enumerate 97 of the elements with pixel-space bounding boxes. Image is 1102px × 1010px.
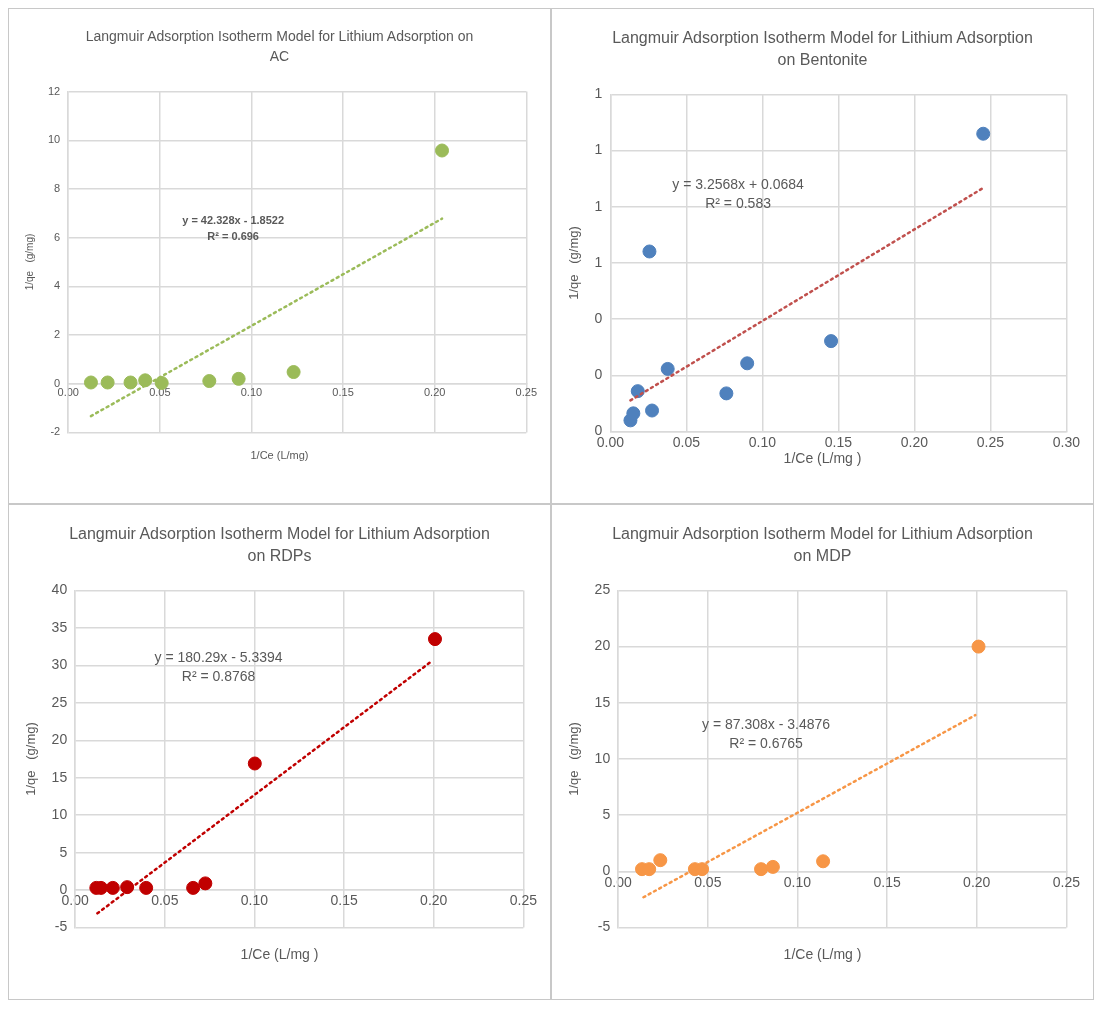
chart-title: Langmuir Adsorption Isotherm Model for Lithium Adsorption on MDP [611, 524, 1034, 567]
x-tick-label: 0.25 [515, 386, 537, 399]
x-tick-label: 0.15 [824, 433, 852, 450]
x-tick-label: 0.30 [1052, 433, 1080, 450]
annotation: y = 87.308x - 3.4876 [701, 715, 830, 732]
x-axis-title: 1/Ce (L/mg ) [783, 449, 862, 466]
point [185, 880, 200, 895]
point [119, 879, 134, 894]
annotation: R² = 0.696 [206, 230, 259, 243]
y-axis-title: 1/qe (g/mg) [565, 225, 581, 300]
y-tick-label: 15 [51, 768, 67, 785]
point [105, 880, 120, 895]
annotation: y = 180.29x - 5.3394 [154, 648, 283, 665]
y-tick-label: 0 [594, 366, 603, 383]
y-tick-label: 0 [53, 376, 60, 389]
y-tick-label: 4 [53, 279, 60, 292]
x-tick-label: 0.25 [976, 433, 1004, 450]
y-tick-label: 20 [594, 637, 610, 654]
point [815, 854, 830, 869]
y-tick-label: 1 [594, 253, 603, 270]
point [286, 365, 301, 380]
point [247, 756, 262, 771]
x-tick-label: 0.10 [748, 433, 776, 450]
y-tick-label: 6 [53, 230, 60, 243]
chart-title: Langmuir Adsorption Isotherm Model for Lithium Adsorption on RDPs [68, 524, 491, 567]
x-tick-label: 0.20 [423, 386, 445, 399]
x-tick-label: 0.05 [150, 892, 179, 909]
y-tick-label: 0 [594, 309, 603, 326]
x-tick-label: 0.25 [1052, 873, 1080, 890]
point [975, 126, 990, 141]
x-tick-label: 0.10 [240, 386, 262, 399]
point [765, 859, 780, 874]
point [123, 375, 138, 390]
point [823, 333, 838, 348]
y-tick-label: 1 [594, 85, 603, 102]
y-tick-label: 25 [594, 581, 610, 598]
point [434, 143, 449, 158]
y-tick-label: 10 [51, 805, 67, 822]
x-tick-label: 0.20 [900, 433, 928, 450]
y-tick-label: 10 [594, 749, 610, 766]
y-tick-label: 5 [601, 805, 610, 822]
y-tick-label: -2 [49, 425, 60, 438]
x-axis-title: 1/Ce (L/mg) [250, 449, 309, 461]
x-tick-label: 0.25 [509, 892, 537, 909]
x-tick-label: 0.10 [240, 892, 268, 909]
point [718, 386, 733, 401]
chart-title: Langmuir Adsorption Isotherm Model for Lithium Adsorption on AC [84, 27, 475, 66]
y-tick-label: 15 [594, 693, 610, 710]
point [644, 403, 659, 418]
point [739, 356, 754, 371]
y-tick-label: 25 [51, 693, 67, 710]
annotation: y = 42.328x - 1.8522 [181, 214, 284, 227]
y-tick-label: 40 [51, 581, 67, 598]
point [83, 375, 98, 390]
point [137, 373, 152, 388]
y-tick-label: 2 [53, 328, 60, 341]
x-tick-label: 0.20 [419, 892, 448, 909]
y-tick-label: 35 [51, 618, 67, 635]
point [100, 375, 115, 390]
point [138, 880, 153, 895]
annotation: R² = 0.6765 [728, 734, 803, 751]
point [641, 244, 656, 259]
y-tick-label: 12 [47, 84, 60, 97]
point [660, 361, 675, 376]
point [427, 631, 442, 646]
y-tick-label: 1 [594, 141, 603, 158]
y-tick-label: -5 [54, 918, 67, 935]
point [652, 852, 667, 867]
chart-title: Langmuir Adsorption Isotherm Model for Lithium Adsorption on Bentonite [611, 28, 1034, 71]
y-axis-title: 1/qe (g/mg) [22, 721, 38, 796]
x-tick-label: 0.20 [962, 873, 991, 890]
x-tick-label: 0.10 [783, 873, 811, 890]
x-axis-title: 1/Ce (L/mg ) [783, 945, 862, 962]
y-axis-title: 1/qe (g/mg) [565, 721, 581, 796]
y-tick-label: 30 [51, 655, 67, 672]
point [201, 374, 216, 389]
y-axis-title: 1/qe (g/mg) [23, 233, 35, 291]
y-tick-label: -5 [597, 918, 610, 935]
x-tick-label: 0.05 [672, 433, 700, 450]
y-tick-label: 1 [594, 197, 603, 214]
point [971, 639, 986, 654]
y-tick-label: 10 [47, 133, 60, 146]
annotation: y = 3.2568x + 0.0684 [671, 176, 804, 193]
x-tick-label: 0.05 [693, 873, 722, 890]
point [231, 371, 246, 386]
x-tick-label: 0.15 [331, 386, 354, 399]
y-tick-label: 5 [58, 843, 67, 860]
point [625, 406, 640, 421]
x-tick-label: 0.15 [872, 873, 901, 890]
y-tick-label: 20 [51, 730, 67, 747]
point [753, 861, 768, 876]
y-tick-label: 8 [53, 182, 60, 194]
x-tick-label: 0.15 [329, 892, 358, 909]
x-axis-title: 1/Ce (L/mg ) [240, 945, 319, 962]
point [197, 876, 212, 891]
annotation: R² = 0.8768 [181, 667, 256, 684]
annotation: R² = 0.583 [704, 195, 771, 212]
